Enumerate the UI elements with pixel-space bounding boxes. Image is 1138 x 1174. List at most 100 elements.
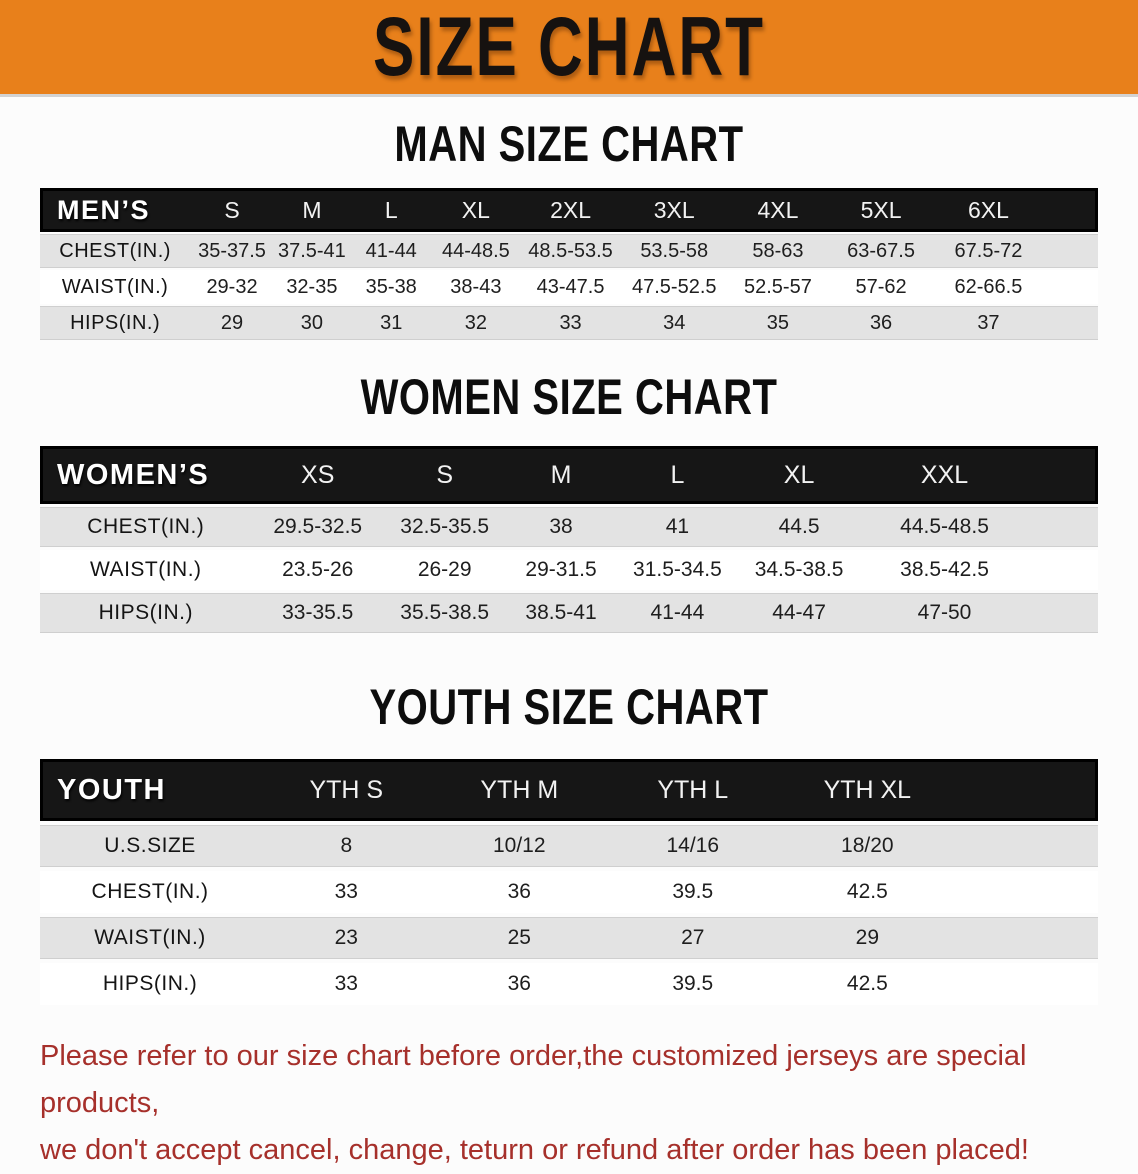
size-value-cell: 23 [260, 917, 433, 959]
row-filler [955, 963, 1098, 1005]
size-column-header: 6XL [932, 188, 1044, 232]
table-row: WAIST(IN.) 29-32 32-35 35-38 38-43 43-47… [40, 270, 1098, 304]
header-filler [1029, 446, 1098, 504]
size-value-cell: 29 [779, 917, 956, 959]
table-row: HIPS(IN.) 33 36 39.5 42.5 [40, 963, 1098, 1005]
header-filler [1043, 188, 1098, 232]
size-value-cell: 36 [432, 871, 607, 913]
disclaimer: Please refer to our size chart before or… [40, 1033, 1100, 1174]
size-value-cell: 30 [273, 306, 350, 340]
women-table-label: WOMEN’S [40, 446, 252, 504]
size-value-cell: 29-32 [190, 270, 274, 304]
disclaimer-line-2: we don't accept cancel, change, teturn o… [40, 1134, 1029, 1166]
size-value-cell: 37.5-41 [273, 234, 350, 268]
size-value-cell: 41-44 [349, 234, 433, 268]
men-section-heading-text: MAN SIZE CHART [394, 117, 744, 173]
size-column-header: 5XL [829, 188, 933, 232]
size-value-cell: 44.5 [738, 507, 860, 547]
disclaimer-line-1: Please refer to our size chart before or… [40, 1040, 1027, 1119]
size-column-header: XS [251, 446, 384, 504]
table-row: HIPS(IN.) 29 30 31 32 33 34 35 36 37 [40, 306, 1098, 340]
size-value-cell: 32.5-35.5 [383, 507, 506, 547]
page-title: SIZE CHART [373, 0, 765, 94]
table-row: CHEST(IN.) 29.5-32.5 32.5-35.5 38 41 44.… [40, 507, 1098, 547]
men-table-label: MEN’S [40, 188, 191, 232]
row-label: HIPS(IN.) [40, 593, 252, 633]
row-label: CHEST(IN.) [40, 234, 191, 268]
size-column-header: 2XL [519, 188, 622, 232]
size-value-cell: 10/12 [432, 825, 607, 867]
size-value-cell: 42.5 [779, 963, 956, 1005]
row-filler [1043, 270, 1098, 304]
size-column-header: XL [432, 188, 520, 232]
size-value-cell: 29-31.5 [505, 550, 617, 590]
size-value-cell: 44.5-48.5 [859, 507, 1030, 547]
size-value-cell: 38 [505, 507, 617, 547]
size-value-cell: 41-44 [616, 593, 739, 633]
women-size-table: WOMEN’S XS S M L XL XXL CHEST(IN.) 29.5-… [40, 443, 1098, 636]
size-value-cell: 32-35 [273, 270, 350, 304]
row-label: HIPS(IN.) [40, 963, 261, 1005]
size-column-header: M [273, 188, 350, 232]
size-value-cell: 32 [432, 306, 520, 340]
size-value-cell: 23.5-26 [251, 550, 384, 590]
row-label: U.S.SIZE [40, 825, 261, 867]
youth-section-heading-text: YOUTH SIZE CHART [369, 680, 769, 736]
row-filler [955, 825, 1098, 867]
size-value-cell: 33 [519, 306, 622, 340]
table-row: U.S.SIZE 8 10/12 14/16 18/20 [40, 825, 1098, 867]
size-value-cell: 38.5-42.5 [859, 550, 1030, 590]
row-filler [1029, 550, 1098, 590]
men-size-table: MEN’S S M L XL 2XL 3XL 4XL 5XL 6XL CHEST… [40, 186, 1098, 342]
size-column-header: YTH M [432, 759, 607, 821]
size-value-cell: 14/16 [606, 825, 780, 867]
size-value-cell: 29 [190, 306, 274, 340]
size-value-cell: 57-62 [829, 270, 933, 304]
size-value-cell: 33 [260, 963, 433, 1005]
size-value-cell: 39.5 [606, 963, 780, 1005]
size-value-cell: 67.5-72 [932, 234, 1044, 268]
size-value-cell: 37 [932, 306, 1044, 340]
size-value-cell: 29.5-32.5 [251, 507, 384, 547]
row-filler [1043, 234, 1098, 268]
size-value-cell: 31 [349, 306, 433, 340]
size-value-cell: 47.5-52.5 [621, 270, 727, 304]
row-filler [955, 871, 1098, 913]
banner: SIZE CHART [0, 0, 1138, 97]
size-column-header: 4XL [726, 188, 830, 232]
row-label: CHEST(IN.) [40, 871, 261, 913]
size-value-cell: 38-43 [432, 270, 520, 304]
size-value-cell: 48.5-53.5 [519, 234, 622, 268]
row-label: HIPS(IN.) [40, 306, 191, 340]
men-section-heading: MAN SIZE CHART [0, 117, 1138, 172]
size-value-cell: 34.5-38.5 [738, 550, 860, 590]
size-value-cell: 58-63 [726, 234, 830, 268]
size-column-header: XL [738, 446, 860, 504]
youth-size-table: YOUTH YTH S YTH M YTH L YTH XL U.S.SIZE … [40, 755, 1098, 1009]
size-column-header: S [383, 446, 506, 504]
row-label: CHEST(IN.) [40, 507, 252, 547]
size-value-cell: 31.5-34.5 [616, 550, 739, 590]
size-column-header: YTH S [260, 759, 433, 821]
size-value-cell: 25 [432, 917, 607, 959]
size-value-cell: 53.5-58 [621, 234, 727, 268]
size-value-cell: 36 [432, 963, 607, 1005]
women-header-row: WOMEN’S XS S M L XL XXL [40, 446, 1098, 504]
table-row: WAIST(IN.) 23 25 27 29 [40, 917, 1098, 959]
size-value-cell: 26-29 [383, 550, 506, 590]
size-value-cell: 35-37.5 [190, 234, 274, 268]
row-label: WAIST(IN.) [40, 550, 252, 590]
size-value-cell: 36 [829, 306, 933, 340]
row-label: WAIST(IN.) [40, 917, 261, 959]
row-filler [955, 917, 1098, 959]
size-column-header: YTH XL [779, 759, 956, 821]
size-value-cell: 33-35.5 [251, 593, 384, 633]
table-row: WAIST(IN.) 23.5-26 26-29 29-31.5 31.5-34… [40, 550, 1098, 590]
row-filler [1029, 593, 1098, 633]
size-value-cell: 44-47 [738, 593, 860, 633]
row-filler [1043, 306, 1098, 340]
header-filler [955, 759, 1098, 821]
size-value-cell: 47-50 [859, 593, 1030, 633]
size-column-header: M [505, 446, 617, 504]
